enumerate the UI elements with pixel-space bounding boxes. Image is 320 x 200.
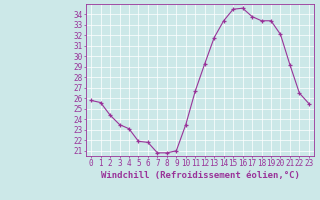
- X-axis label: Windchill (Refroidissement éolien,°C): Windchill (Refroidissement éolien,°C): [100, 171, 300, 180]
